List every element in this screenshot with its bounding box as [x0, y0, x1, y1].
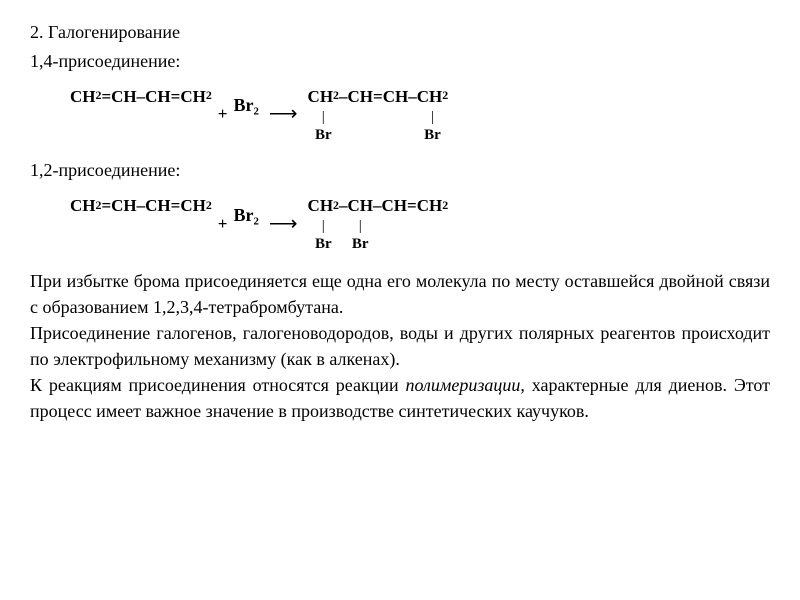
product-2: CH2|Br–CH|Br–CH=CH2: [308, 196, 449, 252]
paragraph-2: Присоединение галогенов, галогеноводород…: [30, 320, 770, 372]
p3-pre: К реакциям присоединения относятся реакц…: [30, 375, 399, 395]
p3-italic: полимеризации: [399, 375, 521, 395]
reaction-arrow: ⟶: [259, 214, 308, 234]
reactant-2: CH2=CH–CH=CH2: [70, 196, 212, 252]
paragraph-3: К реакциям присоединения относятся реакц…: [30, 372, 770, 424]
reagent-br2: Br₂: [233, 205, 258, 243]
body-text: При избытке брома присоединяется еще одн…: [30, 268, 770, 425]
section-title: 2. Галогенирование: [30, 20, 770, 45]
equation-12-addition: CH2=CH–CH=CH2 + Br₂ ⟶ CH2|Br–CH|Br–CH=CH…: [70, 196, 770, 252]
addition-12-label: 1,2-присоединение:: [30, 158, 770, 183]
equation-14-addition: CH2=CH–CH=CH2 + Br₂ ⟶ CH2|Br–CH=CH–CH2|B…: [70, 86, 770, 142]
reactant-1: CH2=CH–CH=CH2: [70, 86, 212, 142]
plus-operator: +: [212, 104, 234, 124]
addition-14-label: 1,4-присоединение:: [30, 49, 770, 74]
reagent-br2: Br₂: [233, 95, 258, 133]
paragraph-1: При избытке брома присоединяется еще одн…: [30, 268, 770, 320]
plus-operator: +: [212, 214, 234, 234]
reaction-arrow: ⟶: [259, 104, 308, 124]
product-1: CH2|Br–CH=CH–CH2|Br: [308, 86, 449, 142]
